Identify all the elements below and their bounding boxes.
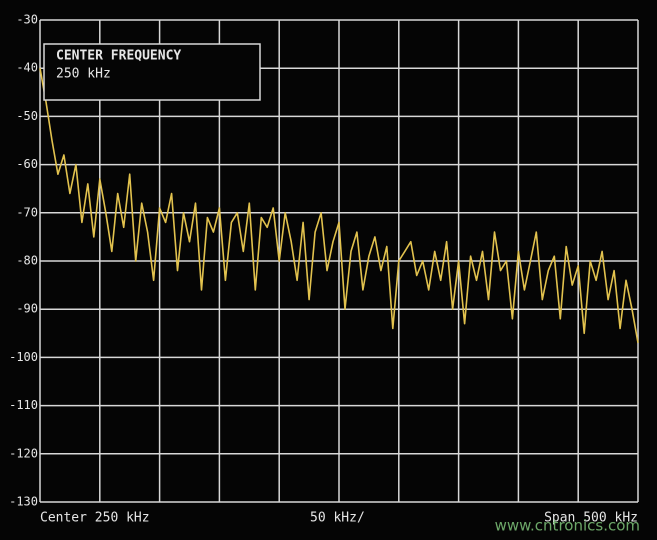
watermark: www.cntronics.com — [495, 517, 640, 535]
annotation-title: CENTER FREQUENCY — [56, 49, 181, 64]
footer-center: Center 250 kHz — [40, 511, 150, 526]
y-tick-label: -30 — [16, 13, 38, 27]
footer-span: Span 500 kHz — [544, 511, 638, 526]
y-tick-label: -90 — [16, 302, 38, 316]
y-tick-label: -40 — [16, 61, 38, 75]
y-tick-label: -110 — [9, 398, 38, 412]
y-tick-label: -80 — [16, 254, 38, 268]
trace — [39, 68, 639, 344]
y-tick-label: -60 — [16, 157, 38, 171]
footer-scale: 50 kHz/ — [310, 511, 365, 526]
annotation-box — [43, 43, 261, 101]
y-tick-label: -50 — [16, 109, 38, 123]
y-tick-label: -100 — [9, 350, 38, 364]
y-tick-label: -120 — [9, 446, 38, 460]
y-tick-label: -130 — [9, 495, 38, 509]
annotation-value: 250 kHz — [56, 67, 111, 82]
y-tick-label: -70 — [16, 205, 38, 219]
